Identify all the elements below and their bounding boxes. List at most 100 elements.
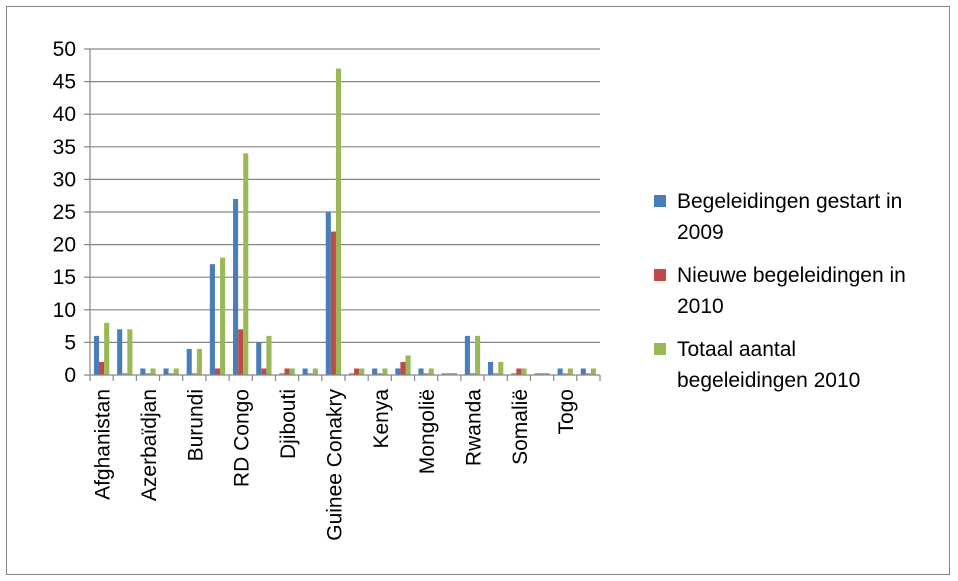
bar-zero-marker (446, 373, 452, 375)
bar-series3-cat22 (590, 368, 597, 375)
bar-zero-marker (539, 373, 545, 375)
bar-zero-marker (441, 373, 447, 375)
legend-label-2-line1: Nieuwe begeleidingen in (677, 264, 906, 287)
x-tick-label-11: Guinee Conakry (323, 389, 346, 541)
bar-series1-cat8 (256, 342, 262, 375)
x-tick-label-13: Kenya (370, 389, 393, 449)
bar-series3-cat1 (104, 322, 110, 375)
bar-series3-cat10 (312, 368, 318, 375)
x-tick-label-5: Burundi (184, 389, 207, 461)
y-tick-label-45: 45 (53, 71, 76, 94)
bar-series2-cat6 (214, 368, 221, 375)
bar-series3-cat2 (127, 329, 133, 375)
legend-label-3-line1: Totaal aantal (677, 338, 796, 361)
bar-zero-marker (279, 373, 285, 375)
legend-swatch-2 (654, 269, 666, 281)
y-tick-label-5: 5 (64, 331, 76, 354)
bar-series2-cat7 (238, 329, 244, 375)
bar-series3-cat21 (567, 368, 573, 375)
bar-series1-cat18 (488, 361, 494, 375)
bar-series1-cat1 (93, 335, 100, 375)
bar-zero-marker (544, 373, 550, 375)
bar-series3-cat5 (196, 348, 202, 375)
chart-frame: 0 5 10 15 20 25 30 35 40 45 50 Afghanistan Azerbaïd… (6, 6, 950, 575)
bar-zero-marker (534, 373, 540, 375)
bar-series1-cat3 (140, 368, 146, 375)
bar-series1-cat22 (580, 368, 586, 375)
bar-series3-cat14 (405, 355, 411, 375)
bar-series2-cat1 (99, 361, 105, 375)
bar-zero-marker (423, 373, 429, 375)
grid-lines (90, 48, 600, 343)
bar-series1-cat4 (163, 368, 169, 375)
y-tick-label-10: 10 (53, 299, 76, 322)
bar-series2-cat11 (330, 231, 336, 375)
legend-swatch-1 (654, 195, 666, 207)
bar-series3-cat11 (335, 68, 342, 375)
bar-series2-cat12 (354, 368, 360, 375)
legend-label-2-line2: 2010 (677, 295, 724, 318)
y-tick-label-30: 30 (53, 168, 76, 191)
bar-zero-marker (562, 373, 568, 375)
bar-series3-cat6 (220, 257, 226, 375)
bars (93, 68, 597, 375)
bar-series2-cat8 (261, 368, 267, 375)
y-tick-labels: 0 5 10 15 20 25 30 35 40 45 50 (53, 38, 76, 387)
bar-series1-cat11 (325, 212, 331, 375)
bar-chart: 0 5 10 15 20 25 30 35 40 45 50 Afghanistan Azerbaïd… (53, 38, 906, 541)
axes (84, 48, 601, 381)
bar-series3-cat9 (289, 368, 295, 375)
bar-series2-cat19 (516, 368, 522, 375)
x-tick-label-9: Djibouti (277, 389, 300, 459)
bar-series3-cat8 (266, 335, 272, 375)
bar-zero-marker (168, 373, 174, 375)
bar-series3-cat18 (498, 361, 504, 375)
y-tick-label-25: 25 (53, 201, 76, 224)
bar-series2-cat9 (284, 368, 290, 375)
bar-zero-marker (469, 373, 476, 375)
bar-series3-cat15 (428, 368, 434, 375)
bar-series3-cat3 (150, 368, 156, 375)
bar-zero-marker (585, 373, 591, 375)
bar-zero-marker (511, 373, 517, 375)
bar-series3-cat12 (359, 368, 365, 375)
bar-series3-cat17 (475, 335, 481, 375)
x-tick-label-3: Azerbaïdjan (138, 389, 161, 501)
y-tick-label-0: 0 (64, 364, 76, 387)
bar-zero-marker (377, 373, 383, 375)
bar-series3-cat4 (173, 368, 179, 375)
bar-zero-marker (307, 373, 313, 375)
bar-series1-cat14 (395, 368, 401, 375)
x-tick-label-1: Afghanistan (92, 389, 115, 500)
x-tick-label-17: Rwanda (463, 389, 486, 466)
bar-zero-marker (122, 373, 128, 375)
bar-series1-cat6 (209, 264, 215, 375)
x-tick-labels: Afghanistan Azerbaïdjan Burundi RD Congo Dji… (92, 389, 579, 541)
bar-zero-marker (493, 373, 499, 375)
bar-series1-cat2 (117, 329, 123, 375)
bar-zero-marker (348, 373, 355, 375)
bar-series1-cat10 (302, 368, 308, 375)
x-tick-label-15: Mongolië (416, 389, 439, 474)
bar-series1-cat17 (464, 335, 470, 375)
bar-series1-cat15 (418, 368, 424, 375)
y-tick-label-35: 35 (53, 136, 76, 159)
x-tick-label-21: Togo (555, 389, 578, 435)
legend-swatch-3 (654, 343, 666, 355)
bar-series1-cat21 (557, 368, 563, 375)
legend-label-3-line2: begeleidingen 2010 (677, 369, 860, 392)
bar-series1-cat13 (372, 368, 378, 375)
legend: Begeleidingen gestart in 2009 Nieuwe begel… (654, 190, 906, 392)
y-tick-label-20: 20 (53, 234, 76, 257)
legend-label-1-line1: Begeleidingen gestart in (677, 190, 902, 213)
bar-series1-cat7 (233, 198, 239, 375)
x-tick-label-19: Somalië (509, 389, 532, 465)
bar-zero-marker (145, 373, 151, 375)
x-tick-label-7: RD Congo (231, 389, 254, 487)
legend-label-1-line2: 2009 (677, 221, 724, 244)
bar-series3-cat13 (382, 368, 388, 375)
y-tick-label-40: 40 (53, 103, 76, 126)
bar-zero-marker (451, 373, 457, 375)
y-tick-label-50: 50 (53, 38, 76, 61)
bar-series1-cat5 (186, 348, 192, 375)
